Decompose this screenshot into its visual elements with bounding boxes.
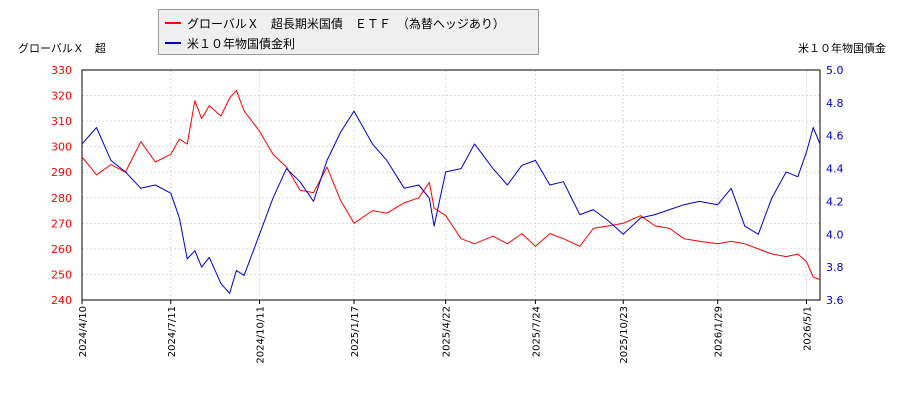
right-tick-label: 4.4 (826, 163, 844, 176)
legend-swatch-yield (165, 42, 181, 44)
left-tick-label: 260 (51, 243, 72, 256)
legend-item-yield: 米１０年物国債金利 (165, 34, 295, 52)
x-tick-label: 2026/1/29 (714, 306, 725, 357)
right-tick-label: 3.6 (826, 294, 844, 307)
series-line-etf (81, 89, 821, 281)
right-tick-label: 4.2 (826, 195, 844, 208)
right-tick-label: 4.8 (826, 97, 844, 110)
right-tick-label: 4.0 (826, 228, 844, 241)
right-tick-label: 5.0 (826, 64, 844, 77)
left-tick-label: 300 (51, 141, 72, 154)
x-tick-label: 2025/7/24 (531, 306, 542, 357)
left-tick-label: 320 (51, 90, 72, 103)
x-tick-label: 2025/1/17 (350, 306, 361, 357)
legend-item-etf: グローバルＸ 超長期米国債 ＥＴＦ （為替ヘッジあり） (165, 14, 505, 32)
left-axis-tick-labels: 240 250 260 270 280 290 300 310 320 330 (51, 64, 72, 307)
x-tick-label: 2026/5/1 (802, 306, 813, 351)
chart-grid (81, 69, 820, 301)
left-tick-label: 240 (51, 294, 72, 307)
series-layer (81, 89, 821, 294)
left-tick-label: 310 (51, 115, 72, 128)
x-tick-label: 2024/10/11 (256, 306, 267, 364)
legend-label-etf: グローバルＸ 超長期米国債 ＥＴＦ （為替ヘッジあり） (187, 16, 505, 31)
x-axis-tick-labels: 2024/4/10 2024/7/11 2024/10/11 2025/1/17 202… (78, 300, 813, 364)
x-tick-label: 2025/4/22 (442, 306, 453, 357)
series-line-yield (81, 110, 821, 294)
plot-area (81, 69, 821, 301)
left-axis-title: グローバルＸ 超 (18, 42, 106, 55)
legend-swatch-etf (165, 22, 181, 24)
left-tick-label: 270 (51, 217, 72, 230)
left-tick-label: 280 (51, 192, 72, 205)
x-tick-label: 2024/4/10 (78, 306, 89, 357)
x-tick-label: 2025/10/23 (619, 306, 630, 364)
left-tick-label: 290 (51, 166, 72, 179)
right-axis-tick-labels: 3.6 3.8 4.0 4.2 4.4 4.6 4.8 5.0 (826, 64, 844, 307)
legend-label-yield: 米１０年物国債金利 (187, 36, 296, 51)
right-axis-title: 米１０年物国債金 (798, 42, 886, 55)
right-tick-label: 3.8 (826, 261, 844, 274)
x-tick-label: 2024/7/11 (167, 306, 178, 357)
chart-legend: グローバルＸ 超長期米国債 ＥＴＦ （為替ヘッジあり） 米１０年物国債金利 (158, 9, 539, 55)
right-tick-label: 4.6 (826, 130, 844, 143)
left-tick-label: 250 (51, 268, 72, 281)
left-tick-label: 330 (51, 64, 72, 77)
